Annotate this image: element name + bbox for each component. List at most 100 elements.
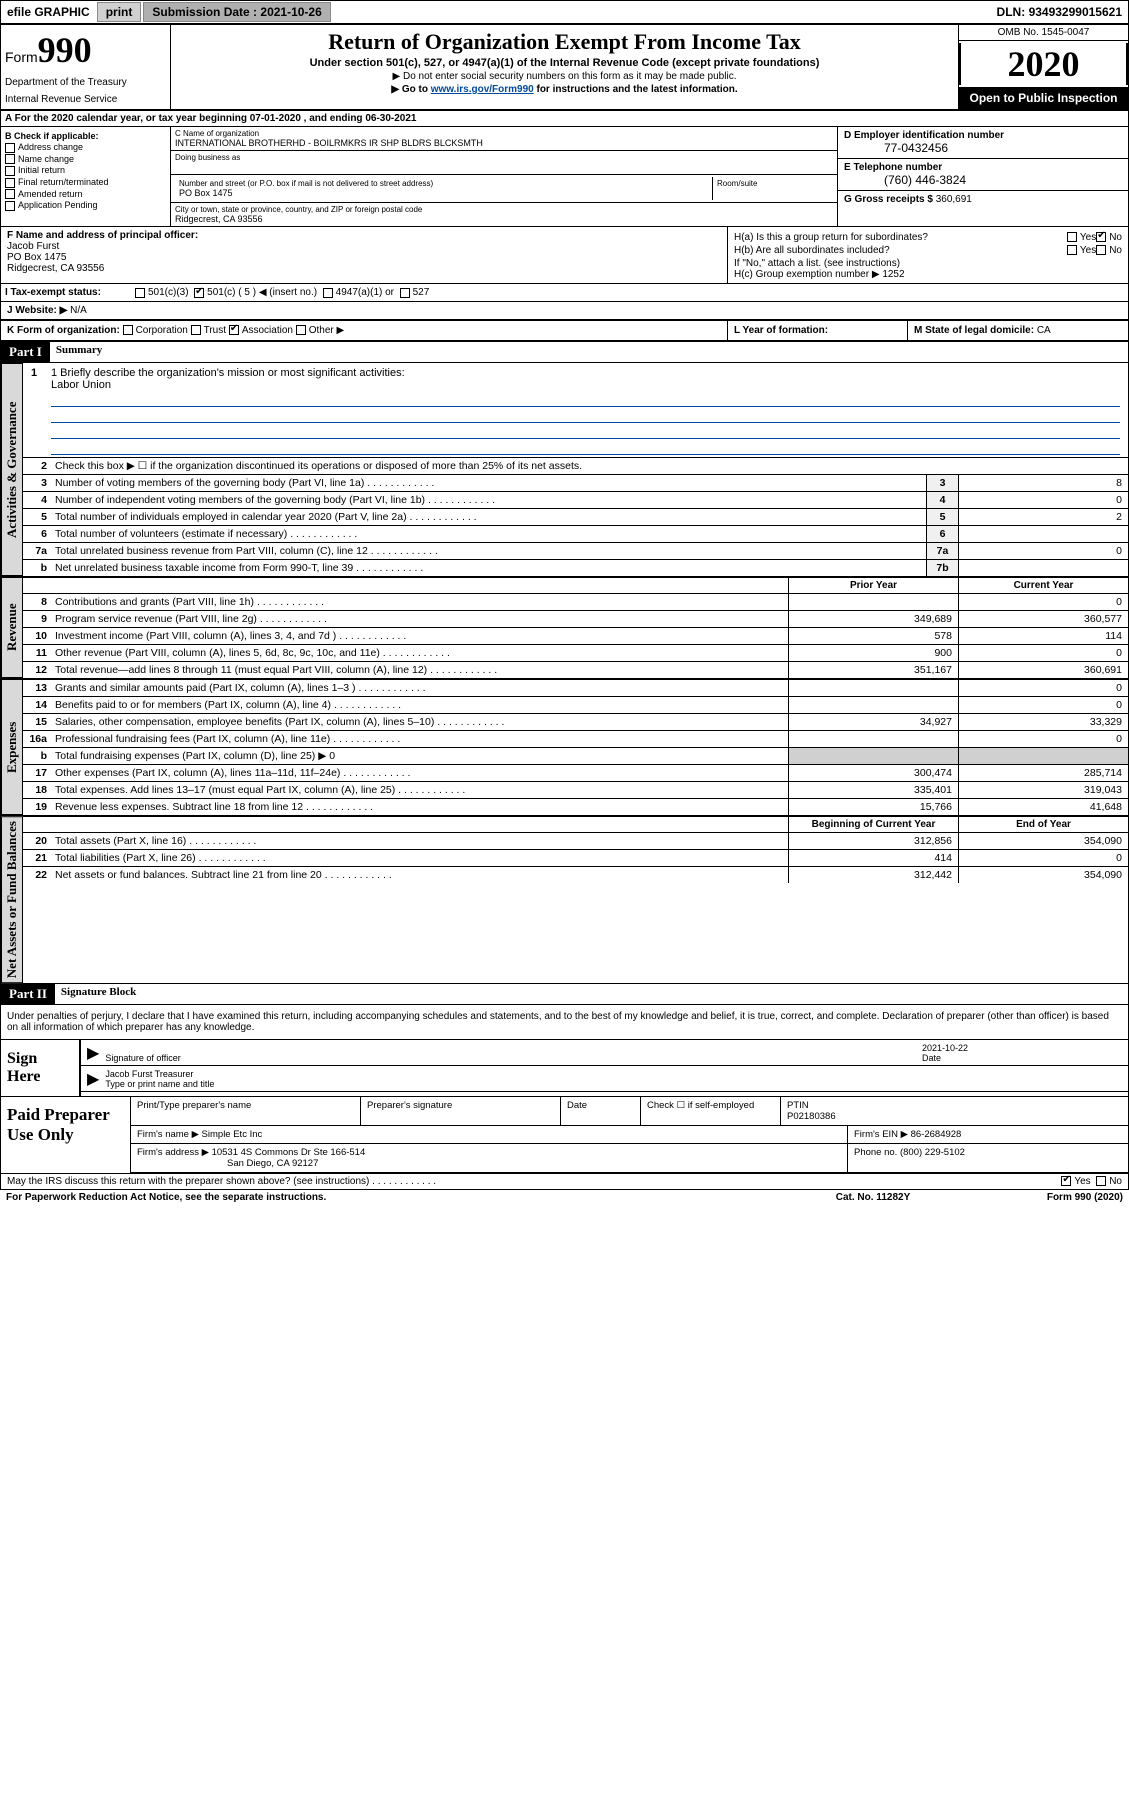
summary-line: 11Other revenue (Part VIII, column (A), …	[23, 644, 1128, 661]
summary-line: 19Revenue less expenses. Subtract line 1…	[23, 798, 1128, 815]
form-990-frame: Form990 Department of the Treasury Inter…	[0, 24, 1129, 1190]
form-number: Form990	[5, 29, 166, 71]
beginning-year-hdr: Beginning of Current Year	[788, 817, 958, 832]
footer: For Paperwork Reduction Act Notice, see …	[0, 1190, 1129, 1205]
balance-tab: Net Assets or Fund Balances	[1, 816, 23, 983]
instructions-link[interactable]: www.irs.gov/Form990	[431, 84, 534, 95]
summary-line: 21Total liabilities (Part X, line 26)414…	[23, 849, 1128, 866]
discuss-no-checkbox[interactable]	[1096, 1176, 1106, 1186]
501c3-checkbox[interactable]	[135, 288, 145, 298]
summary-line: 13Grants and similar amounts paid (Part …	[23, 679, 1128, 696]
form-subtitle: Under section 501(c), 527, or 4947(a)(1)…	[175, 57, 954, 69]
dln-field: DLN: 93493299015621	[991, 3, 1128, 21]
association-checkbox[interactable]	[229, 325, 239, 335]
street-address: PO Box 1475	[179, 188, 708, 198]
name-address-col: C Name of organization INTERNATIONAL BRO…	[171, 127, 838, 226]
discuss-row: May the IRS discuss this return with the…	[1, 1174, 1128, 1189]
city-state-zip: Ridgecrest, CA 93556	[175, 214, 833, 224]
other-checkbox[interactable]	[296, 325, 306, 335]
revenue-tab: Revenue	[1, 577, 23, 678]
ein-value: 77-0432456	[844, 141, 1122, 155]
principal-officer: F Name and address of principal officer:…	[1, 227, 728, 283]
org-name: INTERNATIONAL BROTHERHD - BOILRMKRS IR S…	[175, 138, 833, 148]
prior-year-hdr: Prior Year	[788, 578, 958, 593]
initial-return-checkbox[interactable]: Initial return	[5, 165, 166, 176]
tax-exempt-status-row: I Tax-exempt status: 501(c)(3) 501(c) ( …	[1, 284, 1128, 302]
instructions-link-row: ▶ Go to www.irs.gov/Form990 for instruct…	[175, 84, 954, 95]
firm-name: Simple Etc Inc	[202, 1129, 263, 1140]
4947-checkbox[interactable]	[323, 288, 333, 298]
summary-line: 15Salaries, other compensation, employee…	[23, 713, 1128, 730]
summary-line: 22Net assets or fund balances. Subtract …	[23, 866, 1128, 883]
summary-line: 6Total number of volunteers (estimate if…	[23, 525, 1128, 542]
summary-line: 5Total number of individuals employed in…	[23, 508, 1128, 525]
check-applicable-col: B Check if applicable: Address change Na…	[1, 127, 171, 226]
summary-line: 4Number of independent voting members of…	[23, 491, 1128, 508]
501c-checkbox[interactable]	[194, 288, 204, 298]
officer-name: Jacob Furst Treasurer	[105, 1069, 1122, 1079]
summary-line: 20Total assets (Part X, line 16)312,8563…	[23, 832, 1128, 849]
end-year-hdr: End of Year	[958, 817, 1128, 832]
final-return-checkbox[interactable]: Final return/terminated	[5, 177, 166, 188]
sign-arrow-icon: ▶	[87, 1069, 99, 1089]
tax-year-row: A For the 2020 calendar year, or tax yea…	[1, 111, 1128, 127]
name-change-checkbox[interactable]: Name change	[5, 154, 166, 165]
balance-section: Net Assets or Fund Balances Beginning of…	[1, 816, 1128, 984]
amended-return-checkbox[interactable]: Amended return	[5, 189, 166, 200]
part1-header: Part I Summary	[1, 342, 1128, 363]
governance-tab: Activities & Governance	[1, 363, 23, 576]
omb-number: OMB No. 1545-0047	[959, 25, 1128, 41]
summary-line: 17Other expenses (Part IX, column (A), l…	[23, 764, 1128, 781]
revenue-section: Revenue Prior Year Current Year 8Contrib…	[1, 577, 1128, 679]
summary-line: 14Benefits paid to or for members (Part …	[23, 696, 1128, 713]
website-row: J Website: ▶ N/A	[1, 302, 1128, 321]
efile-label: efile GRAPHIC	[1, 3, 96, 21]
trust-checkbox[interactable]	[191, 325, 201, 335]
application-pending-checkbox[interactable]: Application Pending	[5, 200, 166, 211]
firm-ein: 86-2684928	[911, 1129, 962, 1140]
mission-text: Labor Union	[51, 379, 1120, 391]
summary-line: 18Total expenses. Add lines 13–17 (must …	[23, 781, 1128, 798]
form-header: Form990 Department of the Treasury Inter…	[1, 25, 1128, 111]
officer-group-block: F Name and address of principal officer:…	[1, 227, 1128, 284]
ptin-value: P02180386	[787, 1111, 836, 1122]
ha-yes-checkbox[interactable]	[1067, 232, 1077, 242]
discuss-yes-checkbox[interactable]	[1061, 1176, 1071, 1186]
tax-year: 2020	[959, 43, 1128, 85]
summary-line: 3Number of voting members of the governi…	[23, 474, 1128, 491]
website-value: N/A	[70, 305, 87, 316]
summary-line: 12Total revenue—add lines 8 through 11 (…	[23, 661, 1128, 678]
expenses-tab: Expenses	[1, 679, 23, 815]
governance-section: Activities & Governance 1 1 Briefly desc…	[1, 363, 1128, 577]
hb-yes-checkbox[interactable]	[1067, 245, 1077, 255]
current-year-hdr: Current Year	[958, 578, 1128, 593]
summary-line: 8Contributions and grants (Part VIII, li…	[23, 593, 1128, 610]
summary-line: 7aTotal unrelated business revenue from …	[23, 542, 1128, 559]
sign-arrow-icon: ▶	[87, 1043, 99, 1063]
signature-declaration: Under penalties of perjury, I declare th…	[1, 1005, 1128, 1040]
print-button[interactable]: print	[97, 2, 142, 22]
submission-date-field: Submission Date : 2021-10-26	[143, 2, 330, 22]
address-change-checkbox[interactable]: Address change	[5, 142, 166, 153]
state-domicile: CA	[1037, 325, 1051, 336]
top-toolbar: efile GRAPHIC print Submission Date : 20…	[0, 0, 1129, 24]
mission-block: 1 1 Briefly describe the organization's …	[23, 363, 1128, 457]
summary-line: 2Check this box ▶ ☐ if the organization …	[23, 457, 1128, 474]
summary-line: bNet unrelated business taxable income f…	[23, 559, 1128, 576]
ein-phone-col: D Employer identification number 77-0432…	[838, 127, 1128, 226]
signature-date: 2021-10-22	[922, 1043, 1122, 1053]
ha-no-checkbox[interactable]	[1096, 232, 1106, 242]
group-exemption-number: 1252	[882, 269, 904, 280]
group-return-block: H(a) Is this a group return for subordin…	[728, 227, 1128, 283]
hb-no-checkbox[interactable]	[1096, 245, 1106, 255]
open-to-public-badge: Open to Public Inspection	[959, 87, 1128, 109]
phone-value: (760) 446-3824	[844, 173, 1122, 187]
summary-line: 9Program service revenue (Part VIII, lin…	[23, 610, 1128, 627]
irs-label: Internal Revenue Service	[5, 94, 166, 105]
sign-here-block: Sign Here ▶ Signature of officer 2021-10…	[1, 1040, 1128, 1097]
corp-checkbox[interactable]	[123, 325, 133, 335]
527-checkbox[interactable]	[400, 288, 410, 298]
form-title: Return of Organization Exempt From Incom…	[175, 29, 954, 55]
gross-receipts-value: 360,691	[936, 194, 972, 205]
dept-treasury: Department of the Treasury	[5, 77, 166, 88]
